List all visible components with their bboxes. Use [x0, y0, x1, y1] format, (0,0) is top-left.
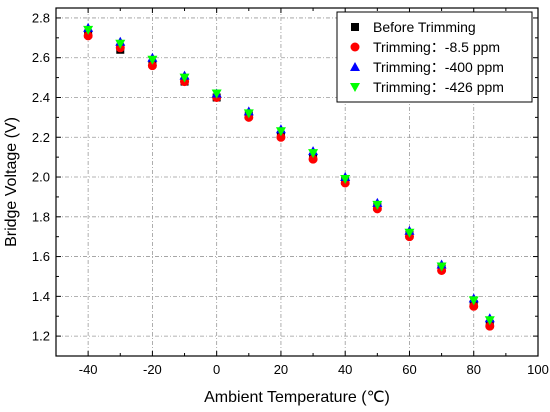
series-4 [83, 25, 495, 326]
legend: Before Trimming Trimming：-8.5 ppm Trimming… [336, 11, 533, 103]
x-axis-title: Ambient Temperature (℃) [204, 389, 390, 406]
y-tick-label: 2.6 [32, 50, 50, 65]
data-point [308, 149, 319, 159]
data-point [340, 175, 351, 185]
x-tick-label: 0 [213, 362, 220, 377]
data-point [147, 55, 158, 65]
y-tick-label: 1.6 [32, 249, 50, 264]
legend-marker [350, 42, 360, 52]
x-tick-label: 80 [466, 362, 480, 377]
x-tick-label: 60 [402, 362, 416, 377]
x-tick-label: 40 [338, 362, 352, 377]
y-tick-label: 2.4 [32, 90, 50, 105]
x-tick-label: -20 [143, 362, 162, 377]
axes-layer: -40 -20 0 20 40 60 80 100 1.2 1.4 1.6 1.8 2.0 2.2 2.4 2… [32, 7, 549, 377]
plot-frame [55, 7, 539, 357]
data-point [404, 228, 415, 238]
x-tick-label: -40 [79, 362, 98, 377]
y-tick-label: 1.8 [32, 209, 50, 224]
data-point [468, 296, 479, 306]
data-point [372, 200, 383, 210]
data-point [436, 262, 447, 272]
data-point [469, 301, 479, 311]
data-point [115, 39, 126, 49]
data-point [485, 321, 495, 331]
data-point [276, 132, 286, 142]
data-point [243, 109, 254, 119]
legend-label: Trimming：-400 ppm [373, 59, 504, 75]
y-axis-title: Bridge Voltage (V) [3, 117, 20, 247]
legend-label: Trimming：-8.5 ppm [373, 39, 500, 55]
data-point [484, 316, 495, 326]
marks-layer [83, 22, 495, 331]
data-point [147, 61, 157, 71]
y-tick-label: 2.0 [32, 170, 50, 185]
data-point [179, 73, 190, 83]
data-point [83, 31, 93, 41]
legend-marker [350, 62, 360, 71]
data-point [211, 89, 222, 99]
x-tick-label: 20 [274, 362, 288, 377]
x-tick-label: 100 [527, 362, 549, 377]
data-point [275, 127, 286, 137]
y-tick-label: 2.2 [32, 130, 50, 145]
data-point [83, 25, 94, 35]
legend-label: Before Trimming [373, 19, 476, 35]
legend-box [336, 11, 533, 103]
y-tick-label: 2.8 [32, 10, 50, 25]
legend-label: Trimming：-426 ppm [373, 79, 504, 95]
legend-marker [350, 83, 360, 92]
y-tick-label: 1.4 [32, 289, 50, 304]
data-point [308, 154, 318, 164]
y-tick-label: 1.2 [32, 329, 50, 344]
legend-marker [351, 23, 359, 31]
